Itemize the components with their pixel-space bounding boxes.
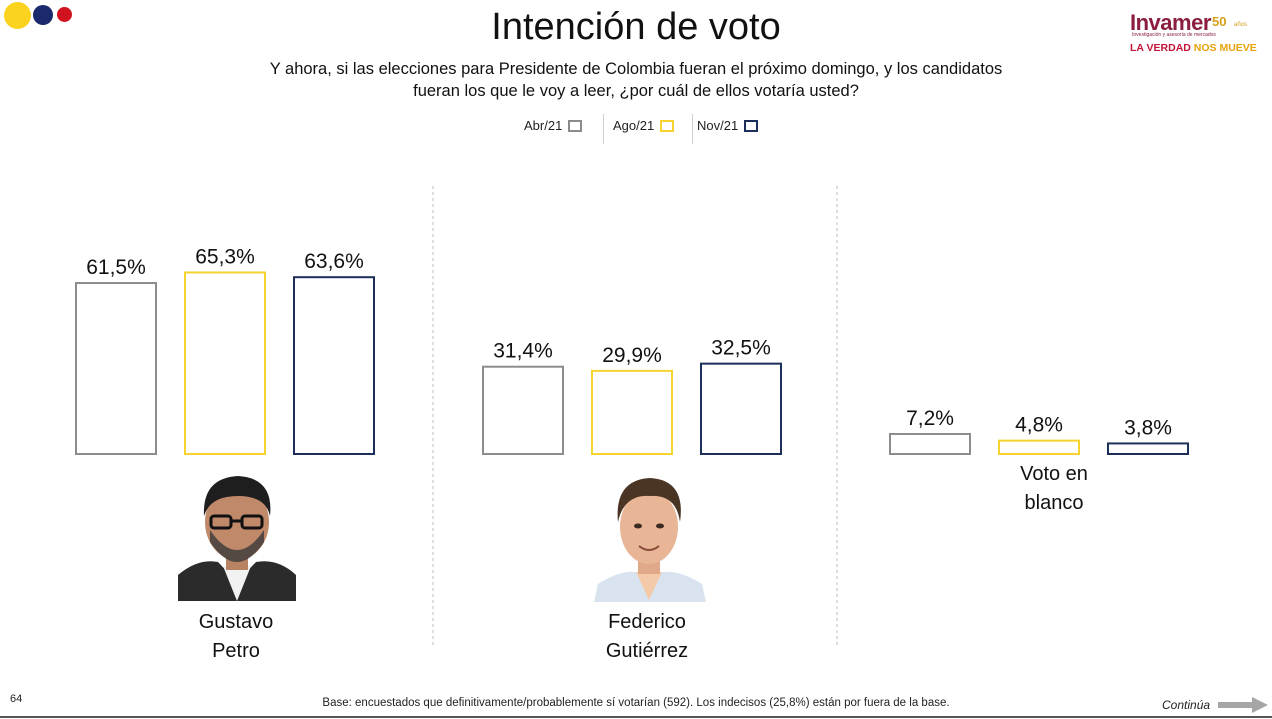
logo-anniversary: 50	[1212, 14, 1227, 29]
base-note: Base: encuestados que definitivamente/pr…	[322, 697, 950, 709]
data-label-nov-1: 63,6%	[304, 250, 364, 273]
bar-abr-1	[75, 282, 157, 455]
candidate-name-line: Voto en	[1020, 463, 1088, 485]
bar-ago-2	[591, 369, 673, 455]
legend-label-ago: Ago/21	[613, 118, 655, 133]
continue-label[interactable]: Continúa	[1162, 698, 1211, 712]
bar-abr-3	[889, 432, 971, 456]
bar-nov-1	[293, 276, 375, 455]
logo-tagline-part1: LA VERDAD	[1130, 42, 1191, 54]
chart-legend: Abr/21 Ago/21 Nov/21	[0, 114, 1272, 144]
data-label-ago-1: 65,3%	[195, 245, 255, 268]
logo-tagline-part2: NOS MUEVE	[1193, 42, 1257, 54]
data-label-ago-2: 29,9%	[602, 344, 662, 367]
bar-ago-3	[998, 439, 1080, 456]
logo-subtitle: Investigación y asesoría de mercados	[1132, 32, 1216, 38]
logo-years: años	[1234, 22, 1248, 28]
logo-wordmark: Invamer	[1130, 10, 1211, 35]
candidate-name-line: Gustavo	[198, 611, 274, 633]
bar-nov-3	[1107, 442, 1189, 456]
bar-nov-2	[700, 362, 782, 455]
legend-item-nov: Nov/21	[697, 118, 759, 133]
candidate-name-line: Gutiérrez	[605, 640, 689, 662]
data-label-nov-2: 32,5%	[711, 337, 771, 360]
yellow-dot-icon	[4, 2, 31, 29]
legend-item-abr: Abr/21	[524, 118, 583, 133]
legend-item-ago: Ago/21	[613, 118, 675, 133]
data-label-nov-3: 3,8%	[1124, 416, 1172, 439]
legend-separator	[603, 114, 604, 144]
candidate-name-petro: Gustavo Petro	[176, 608, 296, 666]
footer-divider	[0, 716, 1272, 718]
red-dot-icon	[57, 7, 72, 22]
federico-gutierrez-photo	[584, 472, 714, 602]
candidate-name-line: Petro	[212, 640, 260, 662]
legend-swatch-ago	[660, 120, 675, 132]
candidate-name-gutierrez: Federico Gutiérrez	[582, 608, 712, 666]
question-line-1: Y ahora, si las elecciones para Presiden…	[269, 60, 1003, 78]
legend-swatch-nov	[744, 120, 759, 132]
legend-label-nov: Nov/21	[697, 118, 739, 133]
candidate-name-line: Federico	[608, 611, 686, 633]
bar-ago-1	[184, 271, 266, 455]
data-label-abr-1: 61,5%	[86, 256, 146, 279]
gustavo-petro-photo	[178, 470, 296, 601]
candidate-name-line: blanco	[1024, 492, 1084, 514]
data-label-abr-3: 7,2%	[906, 407, 954, 430]
legend-label-abr: Abr/21	[524, 118, 563, 133]
candidate-name-blanco: Voto en blanco	[994, 460, 1114, 518]
survey-question: Y ahora, si las elecciones para Presiden…	[236, 58, 1036, 102]
legend-separator	[692, 114, 693, 144]
arrow-right-icon[interactable]	[1218, 697, 1268, 713]
data-label-abr-2: 31,4%	[493, 340, 553, 363]
page-number: 64	[10, 693, 23, 705]
logo-tagline: LA VERDAD NOS MUEVE	[1130, 42, 1257, 54]
invamer-logo: Invamer 50 años Investigación y asesoría…	[1130, 10, 1260, 58]
bar-abr-2	[482, 365, 564, 456]
question-line-2: fueran los que le voy a leer, ¿por cuál …	[413, 82, 859, 100]
blue-dot-icon	[33, 5, 53, 25]
legend-swatch-abr	[568, 120, 583, 132]
data-label-ago-3: 4,8%	[1015, 414, 1063, 437]
page-title: Intención de voto	[491, 6, 781, 48]
